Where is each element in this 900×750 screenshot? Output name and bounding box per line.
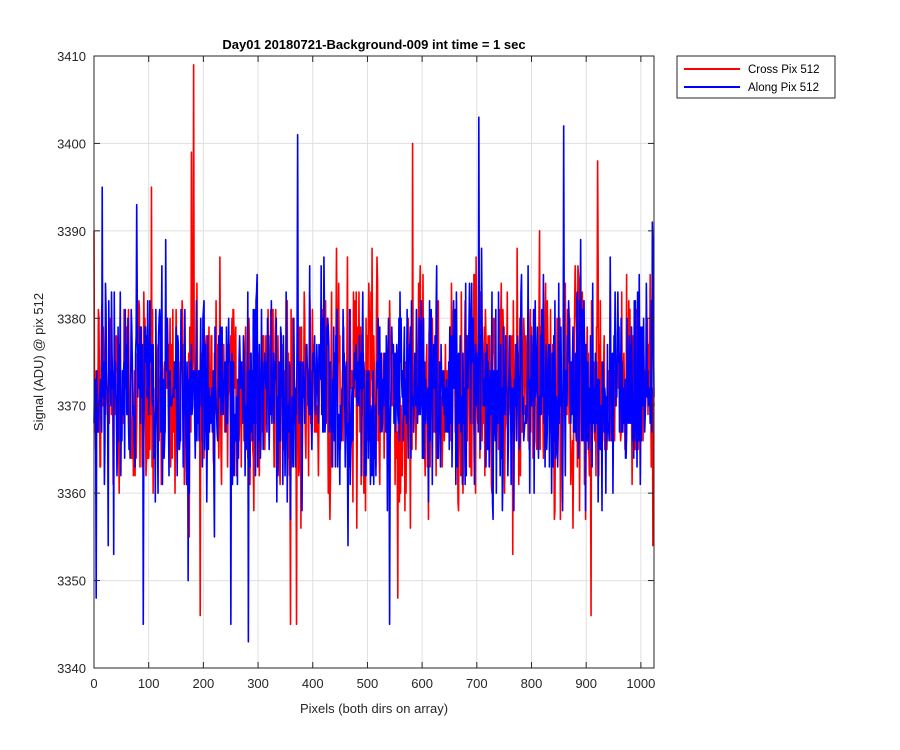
y-tick-label: 3370 <box>57 399 86 414</box>
x-tick-label: 1000 <box>626 676 655 691</box>
x-tick-label: 700 <box>466 676 488 691</box>
x-tick-label: 900 <box>575 676 597 691</box>
ticks <box>93 55 654 669</box>
chart-title: Day01 20180721-Background-009 int time =… <box>222 37 525 52</box>
x-tick-label: 300 <box>247 676 269 691</box>
y-tick-label: 3340 <box>57 661 86 676</box>
y-tick-label: 3400 <box>57 136 86 151</box>
series-group <box>93 63 655 643</box>
x-tick-label: 400 <box>302 676 324 691</box>
axes-box <box>93 55 655 669</box>
y-axis-label: Signal (ADU) @ pix 512 <box>31 293 46 431</box>
y-tick-label: 3390 <box>57 224 86 239</box>
y-tick-label: 3410 <box>57 49 86 64</box>
x-axis-label: Pixels (both dirs on array) <box>300 701 448 716</box>
y-tick-label: 3360 <box>57 486 86 501</box>
y-tick-label: 3380 <box>57 311 86 326</box>
legend: Cross Pix 512 Along Pix 512 <box>676 55 836 99</box>
x-tick-label: 200 <box>193 676 215 691</box>
x-tick-label: 600 <box>411 676 433 691</box>
legend-label-along: Along Pix 512 <box>748 82 819 94</box>
x-tick-label: 0 <box>90 676 97 691</box>
x-tick-label: 100 <box>138 676 160 691</box>
series-line-along <box>93 116 655 643</box>
x-tick-label: 500 <box>357 676 379 691</box>
tick-labels: 0 100 200 300 400 500 600 700 800 900 1000 3340 3350… <box>57 49 655 691</box>
legend-box <box>676 55 836 99</box>
legend-label-cross: Cross Pix 512 <box>748 64 820 76</box>
x-tick-label: 800 <box>521 676 543 691</box>
y-tick-label: 3350 <box>57 574 86 589</box>
